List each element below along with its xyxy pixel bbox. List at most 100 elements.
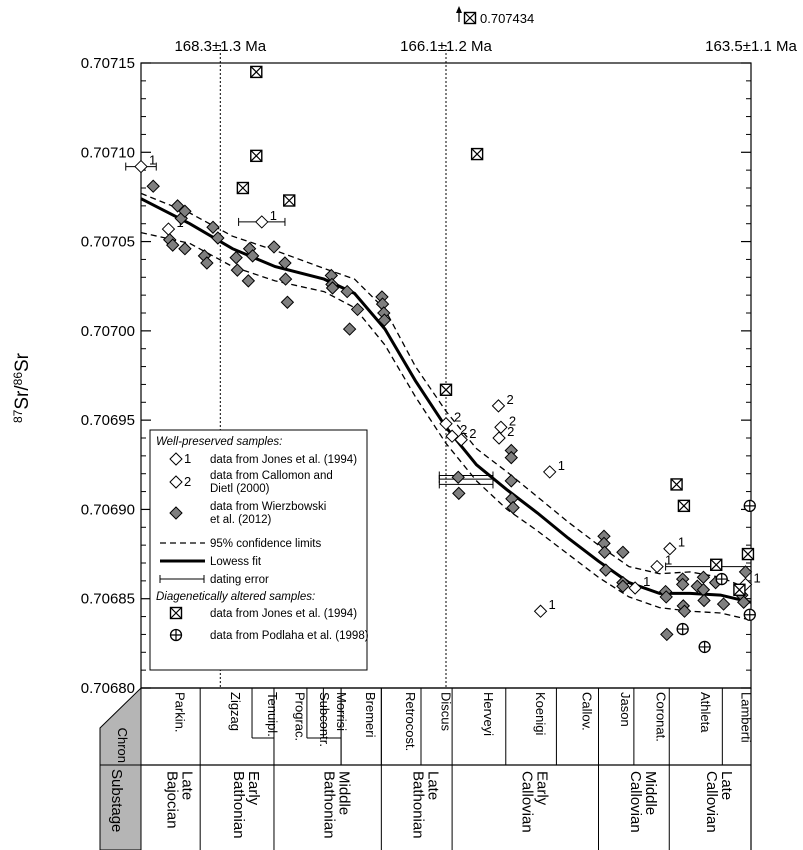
diamond-shape <box>350 302 365 317</box>
box-cross <box>670 478 683 491</box>
chron-label: Herveyi <box>481 692 496 736</box>
point-filled-diamond <box>342 322 357 336</box>
legend-entry-line1: data from Callomon and <box>210 470 333 482</box>
point-filled-diamond <box>716 597 731 611</box>
diamond-shape <box>161 222 176 236</box>
zone-table: Chron Substage Parkin. Zigzag Tenuipl. Progra… <box>99 686 754 850</box>
diamond-shape <box>597 545 612 559</box>
chron-label: Parkin. <box>173 692 188 732</box>
point-filled-diamond <box>616 579 630 593</box>
legend-marker-number: 1 <box>184 451 191 466</box>
chron-label: Bremeri <box>363 692 378 738</box>
diamond-shape <box>716 597 731 611</box>
point-crossed-circle <box>676 622 689 636</box>
legend-marker-crossed-box <box>169 606 183 620</box>
point-crossed-circle <box>698 640 711 654</box>
point-label: 2 <box>454 410 461 425</box>
age-markers: 168.3±1.3 Ma 166.1±1.2 Ma 163.5±1.1 Ma 0.70… <box>174 6 797 688</box>
y-tick-label: 0.70680 <box>81 680 135 697</box>
point-open-diamond <box>134 159 148 174</box>
data-points: 111211111122222 <box>125 65 761 654</box>
point-crossed-box <box>250 65 263 79</box>
diamond-shape <box>241 274 256 288</box>
box-cross <box>250 66 263 78</box>
chron-label: Koenigi <box>533 692 548 735</box>
diamond-shape <box>454 433 468 447</box>
y-tick-label: 0.70705 <box>81 234 135 251</box>
diamond-shape <box>230 263 245 277</box>
legend-heading-altered: Diagenetically altered samples: <box>156 591 315 603</box>
point-label: 1 <box>270 208 277 223</box>
dating-error-bar <box>438 475 494 484</box>
point-label: 1 <box>643 574 650 589</box>
point-open-diamond <box>255 215 269 229</box>
point-filled-diamond <box>660 627 674 642</box>
point-crossed-box <box>677 499 691 513</box>
substage-label-line2: Bathonian <box>321 771 338 839</box>
substage-label-line2: Bathonian <box>230 771 247 839</box>
diamond-shape <box>492 431 506 445</box>
point-open-diamond <box>663 542 677 556</box>
point-label: 2 <box>509 413 516 428</box>
point-filled-diamond <box>241 274 256 288</box>
point-open-diamond <box>439 417 453 431</box>
point-filled-diamond <box>245 249 260 263</box>
chron-label: Retrocost. <box>403 692 418 751</box>
diamond-shape <box>697 593 711 608</box>
diamond-shape <box>278 272 293 286</box>
diamond-shape <box>178 204 192 218</box>
y-axis-title-sup2: 86 <box>11 372 25 386</box>
point-filled-diamond <box>504 474 518 488</box>
diamond-shape <box>439 417 453 431</box>
dating-error-bar <box>438 480 494 489</box>
point-label: 1 <box>665 553 672 568</box>
legend-box <box>149 429 368 671</box>
circle-cross <box>744 500 756 512</box>
substage-label-line1: Early <box>245 771 262 806</box>
chron-label: Lamberti <box>739 692 754 743</box>
box-cross <box>742 548 754 560</box>
point-label: 1 <box>678 535 685 550</box>
diamond-shape <box>451 470 465 484</box>
diamond-shape <box>738 565 753 579</box>
diamond-shape <box>146 179 160 193</box>
legend-entry: Lowess fit <box>210 556 262 568</box>
substage-label-line1: Early <box>533 771 550 806</box>
diamond-shape <box>599 563 613 577</box>
point-open-diamond <box>454 433 468 447</box>
point-filled-diamond <box>325 281 340 295</box>
offscale-arrow-head <box>456 6 462 13</box>
point-label: 2 <box>507 424 514 439</box>
legend-entry: data from Podlaha et al. (1998) <box>210 630 369 642</box>
point-open-diamond <box>628 581 642 595</box>
chron-label: Zigzag <box>228 692 243 731</box>
diamond-shape <box>445 429 459 443</box>
point-crossed-box <box>710 558 723 571</box>
substage-label-line1: Late <box>179 771 196 800</box>
substage-label-line2: Callovian <box>518 771 535 833</box>
point-crossed-circle <box>715 572 728 586</box>
diamond-shape <box>504 450 518 465</box>
diamond-shape <box>134 159 148 174</box>
diamond-shape <box>616 579 630 593</box>
diamond-shape <box>229 250 243 265</box>
box-cross <box>283 194 296 207</box>
legend-marker-filled-diamond <box>169 506 183 520</box>
chron-header-label: Chron <box>115 728 130 763</box>
diamond-shape <box>278 256 292 270</box>
diamond-shape <box>628 581 642 595</box>
y-tick-label: 0.70690 <box>81 501 135 518</box>
point-filled-diamond <box>506 500 520 515</box>
circle-cross <box>699 641 711 653</box>
point-open-diamond <box>542 465 557 479</box>
circle-cross <box>677 623 689 635</box>
point-label: 1 <box>549 597 556 612</box>
box-cross <box>710 558 723 571</box>
point-filled-diamond <box>697 593 711 608</box>
point-label: 1 <box>558 458 565 473</box>
legend-marker-open-diamond <box>169 452 183 466</box>
box-cross <box>677 499 690 512</box>
point-filled-diamond <box>280 295 295 309</box>
y-tick-label: 0.70710 <box>81 144 135 161</box>
diamond-shape <box>675 577 690 592</box>
